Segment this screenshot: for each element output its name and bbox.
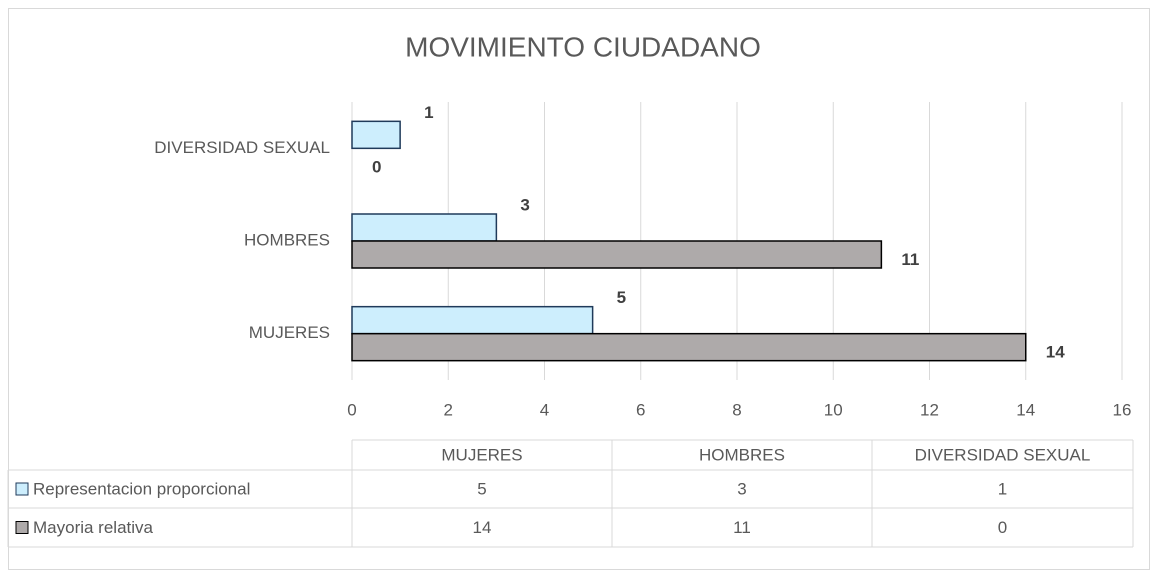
- y-tick-label: DIVERSIDAD SEXUAL: [154, 138, 330, 157]
- bar: [351, 305, 594, 335]
- data-label: 0: [372, 157, 381, 176]
- bar: [351, 240, 883, 269]
- table-cell: 1: [998, 479, 1007, 498]
- x-tick-label: 6: [636, 400, 645, 419]
- data-label: 14: [1046, 343, 1065, 362]
- data-label: 3: [520, 195, 529, 214]
- bar: [351, 120, 401, 150]
- data-label: 11: [901, 250, 919, 269]
- data-label: 1: [424, 103, 433, 122]
- x-tick-label: 12: [920, 400, 939, 419]
- table-cell: 3: [737, 479, 746, 498]
- x-tick-label: 0: [347, 400, 356, 419]
- legend-label: Representacion proporcional: [33, 479, 250, 498]
- table-cell: 14: [473, 518, 492, 537]
- legend-swatch: [15, 482, 29, 496]
- y-tick-label: HOMBRES: [244, 230, 330, 249]
- x-tick-label: 4: [540, 400, 549, 419]
- table-header: MUJERES: [441, 445, 522, 464]
- y-tick-label: MUJERES: [249, 323, 330, 342]
- x-tick-label: 8: [732, 400, 741, 419]
- table-cell: 5: [477, 479, 486, 498]
- bar: [351, 332, 1027, 362]
- bar: [351, 213, 498, 242]
- table-cell: 11: [733, 518, 751, 537]
- legend-label: Mayoria relativa: [33, 518, 154, 537]
- legend-swatch: [15, 521, 29, 534]
- table-cell: 0: [998, 518, 1007, 537]
- table-header: HOMBRES: [699, 445, 785, 464]
- x-tick-label: 2: [444, 400, 453, 419]
- data-label: 5: [617, 288, 626, 307]
- x-tick-label: 16: [1113, 400, 1132, 419]
- x-tick-label: 14: [1016, 400, 1035, 419]
- chart-title: MOVIMIENTO CIUDADANO: [405, 31, 761, 62]
- x-tick-label: 10: [824, 400, 843, 419]
- table-header: DIVERSIDAD SEXUAL: [915, 445, 1091, 464]
- chart-border: [8, 8, 1150, 570]
